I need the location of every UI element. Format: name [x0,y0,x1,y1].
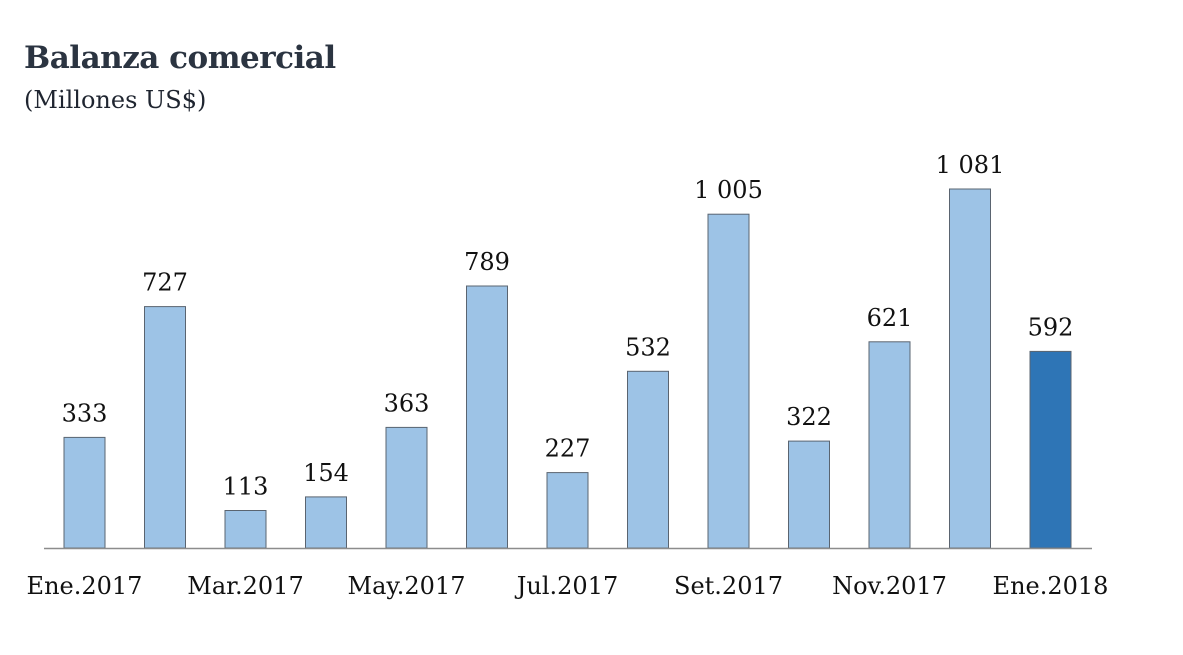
chart-subtitle: (Millones US$) [24,86,207,114]
bar-abr-2017 [305,496,347,549]
bar-jul-2017 [546,472,589,549]
x-tick-label: Mar.2017 [187,572,303,600]
bar-oct-2017 [788,440,830,549]
bar-may-2017 [385,426,428,549]
value-label: 333 [62,399,108,427]
x-tick-label: Nov.2017 [832,572,947,600]
bar-nov-2017 [868,341,911,549]
value-label: 363 [384,389,430,417]
x-tick-labels: Ene.2017 Mar.2017 May.2017 Jul.2017 Set.2017… [27,572,1109,600]
value-label: 1 081 [936,151,1005,179]
value-label: 789 [464,248,510,276]
value-label: 322 [786,403,832,431]
x-tick-label: Ene.2017 [27,572,143,600]
x-tick-label: May.2017 [348,572,466,600]
bar-dic-2017 [949,188,991,549]
x-tick-label: Ene.2018 [993,572,1109,600]
bar-jun-2017 [466,285,508,549]
value-label: 621 [867,304,913,332]
value-label: 1 005 [694,176,763,204]
x-tick-label: Set.2017 [674,572,783,600]
value-label: 113 [223,473,269,501]
chart-title: Balanza comercial [24,40,336,76]
bar-ene-2018 [1029,350,1072,549]
bar-ago-2017 [627,370,669,549]
bars [63,188,1072,549]
value-labels: 333 727 113 154 363 789 227 532 1 005 322 621 1 081… [62,151,1074,501]
value-label: 592 [1028,313,1074,341]
x-tick-label: Jul.2017 [514,572,618,600]
bar-mar-2017 [224,510,267,549]
value-label: 532 [625,333,671,361]
value-label: 727 [142,269,188,297]
value-label: 227 [545,435,591,463]
value-label: 154 [303,459,349,487]
bar-feb-2017 [144,306,186,549]
bar-set-2017 [707,213,750,549]
bar-ene-2017 [63,436,106,549]
